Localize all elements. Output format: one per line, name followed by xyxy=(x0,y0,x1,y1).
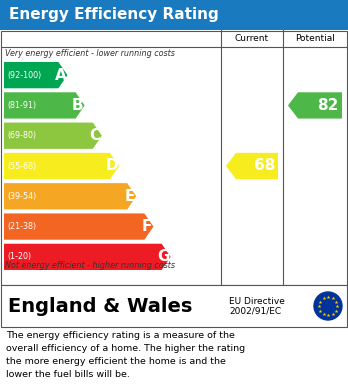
Text: 2002/91/EC: 2002/91/EC xyxy=(229,307,281,316)
Text: (1-20): (1-20) xyxy=(7,252,31,261)
Text: F: F xyxy=(142,219,152,234)
Text: (21-38): (21-38) xyxy=(7,222,36,231)
Bar xyxy=(1,285,347,327)
Text: 82: 82 xyxy=(318,98,339,113)
Text: B: B xyxy=(72,98,84,113)
Text: EU Directive: EU Directive xyxy=(229,296,285,305)
Text: Very energy efficient - lower running costs: Very energy efficient - lower running co… xyxy=(5,49,175,58)
Text: G: G xyxy=(157,249,169,264)
Text: (81-91): (81-91) xyxy=(7,101,36,110)
Polygon shape xyxy=(4,213,153,240)
Polygon shape xyxy=(288,92,342,118)
Text: (69-80): (69-80) xyxy=(7,131,36,140)
Circle shape xyxy=(314,292,342,320)
Text: D: D xyxy=(105,158,118,174)
Text: (92-100): (92-100) xyxy=(7,71,41,80)
Text: Energy Efficiency Rating: Energy Efficiency Rating xyxy=(9,7,219,23)
Text: 68: 68 xyxy=(254,158,275,174)
Text: Not energy efficient - higher running costs: Not energy efficient - higher running co… xyxy=(5,261,175,270)
Polygon shape xyxy=(4,62,68,88)
Polygon shape xyxy=(4,244,171,270)
Polygon shape xyxy=(4,92,85,118)
Text: Current: Current xyxy=(235,34,269,43)
Polygon shape xyxy=(4,183,136,210)
Bar xyxy=(0,0,348,30)
Polygon shape xyxy=(4,153,119,179)
Text: C: C xyxy=(90,128,101,143)
Text: (39-54): (39-54) xyxy=(7,192,36,201)
Text: The energy efficiency rating is a measure of the
overall efficiency of a home. T: The energy efficiency rating is a measur… xyxy=(6,331,245,378)
Text: England & Wales: England & Wales xyxy=(8,296,192,316)
Text: A: A xyxy=(55,68,66,83)
Polygon shape xyxy=(226,153,278,179)
Text: (55-68): (55-68) xyxy=(7,161,36,170)
Polygon shape xyxy=(4,122,102,149)
Text: Potential: Potential xyxy=(295,34,335,43)
Text: E: E xyxy=(125,189,135,204)
Bar xyxy=(1,31,347,285)
